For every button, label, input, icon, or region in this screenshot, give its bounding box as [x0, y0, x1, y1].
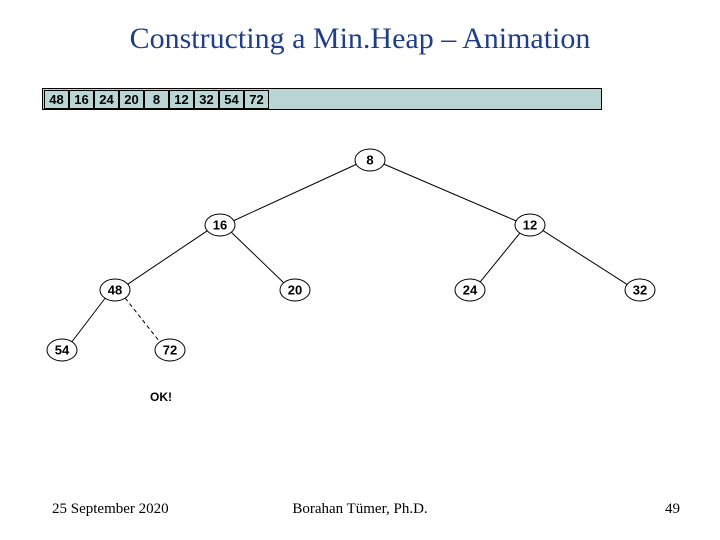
tree-node: 8 — [355, 149, 385, 171]
tree-node-label: 24 — [463, 283, 478, 298]
tree-node: 16 — [205, 214, 235, 236]
footer-page-number: 49 — [665, 501, 680, 518]
tree-node: 72 — [155, 339, 185, 361]
tree-node: 48 — [100, 279, 130, 301]
tree-node-label: 8 — [366, 153, 373, 168]
heap-tree: 8 16 12 48 20 24 32 54 72 — [0, 0, 720, 540]
ok-label: OK! — [150, 390, 172, 404]
tree-edge — [125, 298, 160, 342]
tree-edge — [234, 164, 356, 220]
tree-edge — [480, 233, 520, 282]
tree-edge — [72, 298, 105, 342]
tree-edge — [128, 231, 207, 284]
tree-node: 12 — [515, 214, 545, 236]
footer-author: Borahan Tümer, Ph.D. — [0, 501, 720, 518]
tree-edge — [543, 231, 627, 285]
tree-node-label: 72 — [163, 343, 177, 358]
tree-node-label: 32 — [633, 283, 647, 298]
tree-node-label: 54 — [55, 343, 70, 358]
tree-node-label: 16 — [213, 218, 227, 233]
tree-node: 32 — [625, 279, 655, 301]
tree-node: 54 — [47, 339, 77, 361]
tree-node-label: 20 — [288, 283, 302, 298]
tree-node-label: 48 — [108, 283, 122, 298]
tree-node: 20 — [280, 279, 310, 301]
tree-node: 24 — [455, 279, 485, 301]
tree-edge — [231, 232, 283, 283]
tree-edge — [384, 164, 516, 221]
tree-node-label: 12 — [523, 218, 537, 233]
